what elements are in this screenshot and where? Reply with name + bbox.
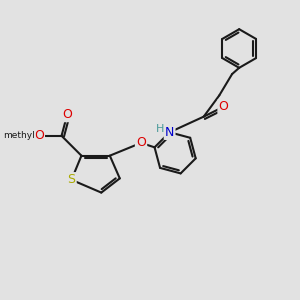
Text: H: H	[155, 124, 164, 134]
Text: O: O	[136, 136, 146, 149]
Text: S: S	[68, 173, 76, 186]
Text: O: O	[219, 100, 229, 113]
Text: methyl: methyl	[3, 131, 35, 140]
Text: N: N	[165, 126, 174, 139]
Text: O: O	[62, 108, 72, 121]
Text: O: O	[34, 129, 44, 142]
